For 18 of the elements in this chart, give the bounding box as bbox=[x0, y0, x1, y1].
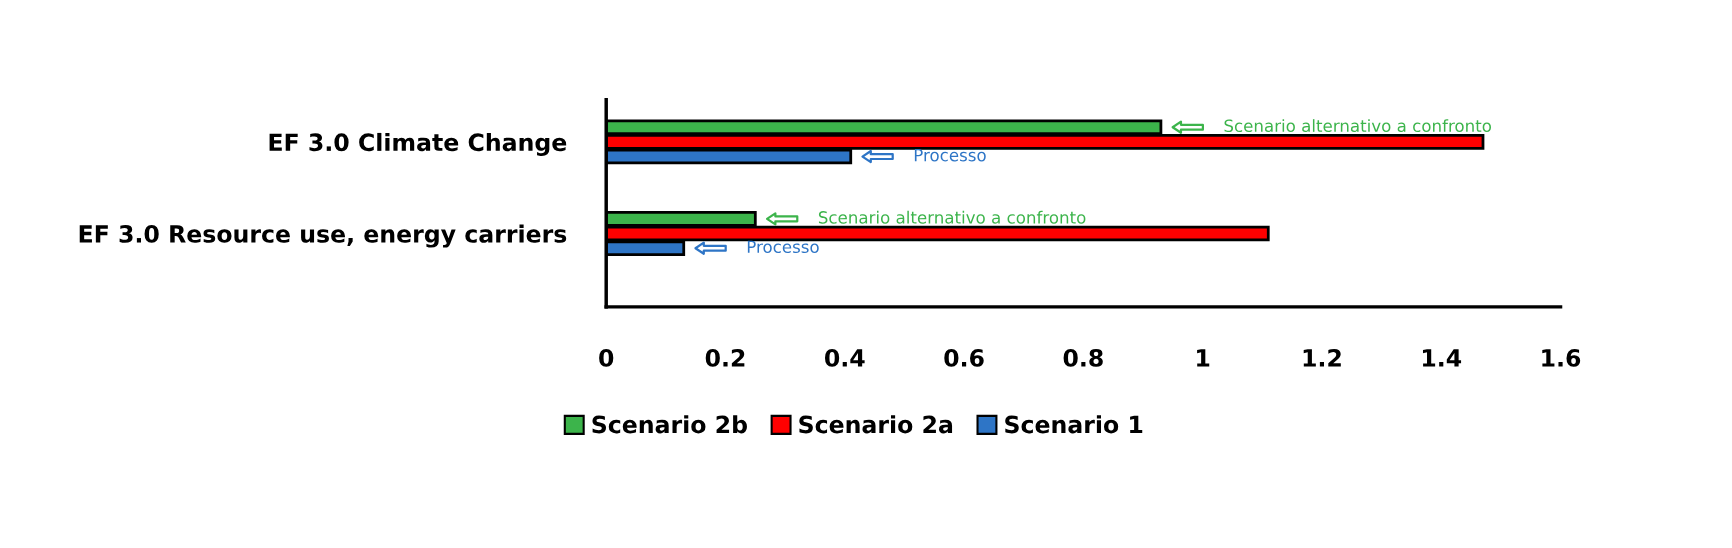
x-tick-label: 1.2 bbox=[1303, 348, 1341, 367]
y-tick-label: EF 3.0 Resource use, energy carriers bbox=[79, 224, 567, 248]
legend-label: Scenario 2b bbox=[592, 415, 747, 434]
annotation: Scenario alternativo a confronto bbox=[818, 210, 1086, 224]
annotation: Scenario alternativo a confronto bbox=[1224, 119, 1492, 133]
x-tick-label: 0.2 bbox=[705, 348, 745, 367]
x-tick-label: 0 bbox=[599, 348, 614, 367]
x-tick-label: 1 bbox=[1197, 349, 1210, 367]
x-tick-label: 0.4 bbox=[825, 348, 865, 367]
x-tick-label: 0.8 bbox=[1063, 348, 1103, 367]
x-tick-label: 0.6 bbox=[944, 348, 984, 367]
y-tick-label: EF 3.0 Climate Change bbox=[269, 132, 567, 156]
legend-label: Scenario 2a bbox=[799, 415, 953, 434]
x-tick-label: 1.6 bbox=[1542, 348, 1581, 367]
x-tick-label: 1.4 bbox=[1422, 349, 1462, 367]
annotation: Processo bbox=[747, 240, 819, 254]
legend-label: Scenario 1 bbox=[1005, 415, 1143, 434]
annotation: Processo bbox=[914, 149, 986, 162]
